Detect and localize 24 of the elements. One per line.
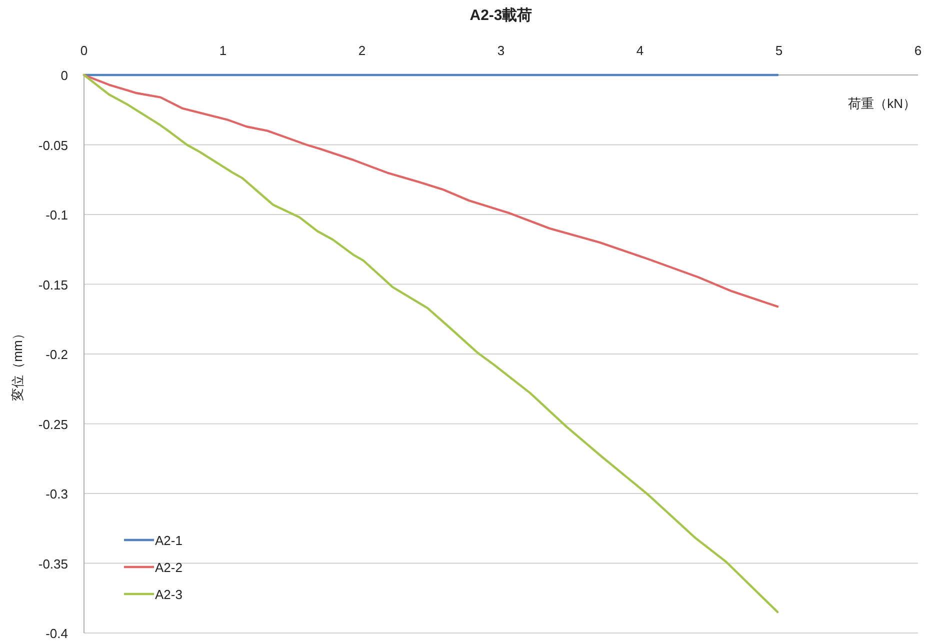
- x-tick-label: 0: [80, 43, 88, 58]
- y-tick-label: -0.3: [46, 486, 68, 502]
- y-tick-label: -0.35: [38, 556, 68, 572]
- x-tick-label: 2: [358, 43, 366, 58]
- y-tick-label: 0: [60, 68, 68, 83]
- y-tick-label: -0.25: [38, 416, 68, 432]
- chart-title: A2-3載荷: [470, 7, 532, 24]
- legend-label: A2-1: [155, 533, 182, 548]
- x-axis-title: 荷重（kN）: [848, 96, 916, 111]
- x-tick-label: 4: [636, 43, 644, 58]
- legend-label: A2-2: [155, 560, 182, 575]
- x-tick-label: 6: [914, 43, 922, 58]
- line-series: [82, 74, 779, 308]
- x-tick-label: 1: [219, 43, 227, 58]
- y-axis-title: 変位（mm）: [10, 327, 25, 401]
- line-series: [82, 74, 779, 614]
- y-tick-label: -0.2: [46, 347, 68, 362]
- y-tick-label: -0.4: [46, 626, 68, 641]
- x-tick-label: 5: [775, 43, 783, 58]
- x-tick-label: 3: [497, 43, 505, 58]
- y-tick-label: -0.05: [38, 138, 68, 153]
- y-tick-label: -0.1: [46, 208, 68, 222]
- y-tick-label: -0.15: [38, 277, 68, 292]
- legend-label: A2-3: [155, 587, 182, 602]
